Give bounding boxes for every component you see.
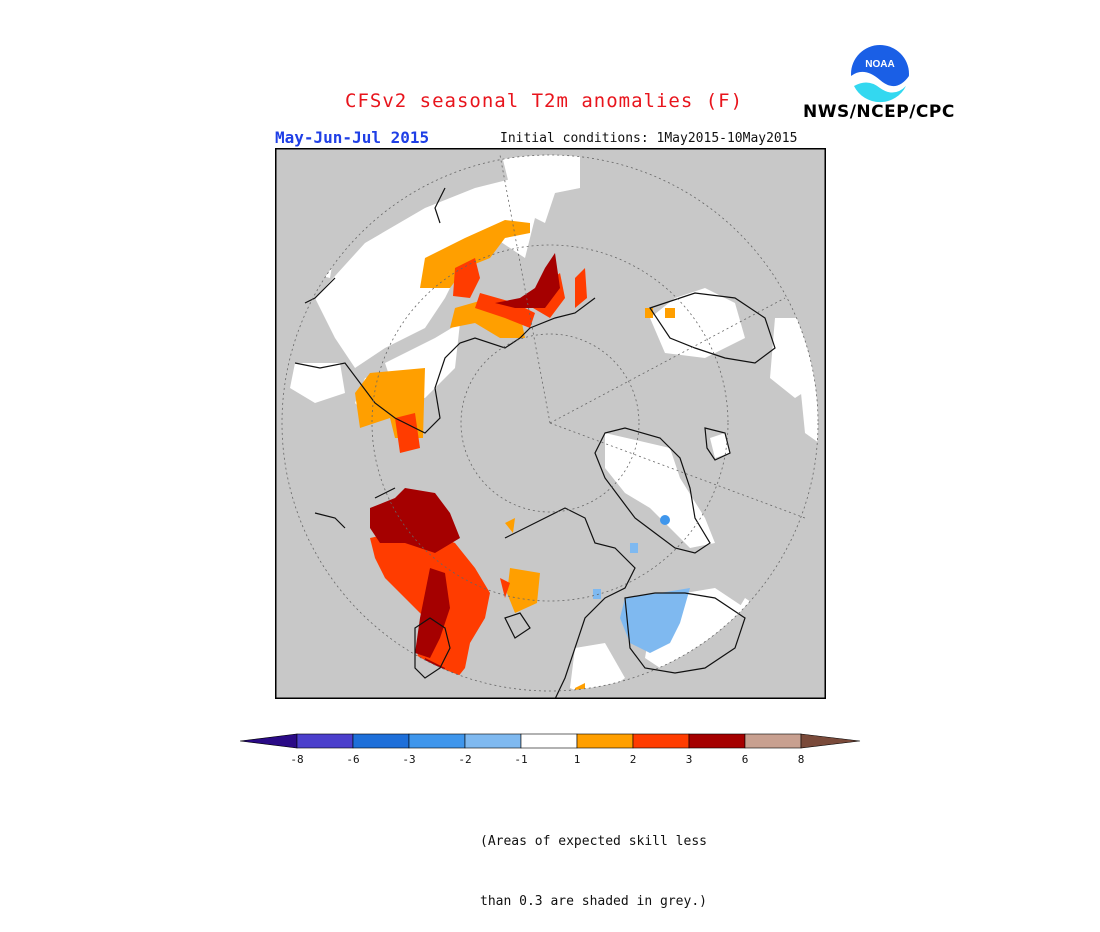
warm-3-6-regions bbox=[370, 253, 560, 683]
legend-tick: -6 bbox=[346, 753, 359, 766]
legend-tick: -2 bbox=[458, 753, 471, 766]
legend-arrow-high bbox=[800, 733, 861, 749]
season-label: May-Jun-Jul 2015 bbox=[275, 128, 430, 147]
initial-conditions-label: Initial conditions: 1May2015-10May2015 bbox=[500, 131, 798, 146]
legend-arrow-low bbox=[239, 733, 298, 749]
legend-tick: -3 bbox=[402, 753, 415, 766]
color-legend: -8 -6 -3 -2 -1 1 2 3 6 8 bbox=[239, 730, 862, 770]
legend-tick: 3 bbox=[686, 753, 693, 766]
legend-tick: 6 bbox=[742, 753, 749, 766]
map-frame bbox=[275, 148, 826, 699]
polar-map bbox=[275, 148, 826, 700]
agency-label: NWS/NCEP/CPC bbox=[803, 102, 955, 122]
graticule bbox=[281, 154, 819, 692]
noaa-logo: NOAA bbox=[848, 42, 912, 111]
legend-tick: 8 bbox=[798, 753, 805, 766]
legend-tick: 2 bbox=[630, 753, 637, 766]
legend-tick: -8 bbox=[290, 753, 303, 766]
cool-anomaly-regions bbox=[593, 543, 690, 653]
legend-tick: 1 bbox=[574, 753, 581, 766]
skill-note: (Areas of expected skill less than 0.3 a… bbox=[480, 792, 707, 932]
coastlines bbox=[294, 187, 776, 700]
legend-tick: -1 bbox=[514, 753, 527, 766]
logo-text: NOAA bbox=[865, 59, 894, 70]
skill-note-line-1: (Areas of expected skill less bbox=[480, 834, 707, 849]
map-title: CFSv2 seasonal T2m anomalies (F) bbox=[345, 90, 744, 112]
cool-spot bbox=[660, 515, 670, 525]
skill-note-line-2: than 0.3 are shaded in grey.) bbox=[480, 894, 707, 909]
